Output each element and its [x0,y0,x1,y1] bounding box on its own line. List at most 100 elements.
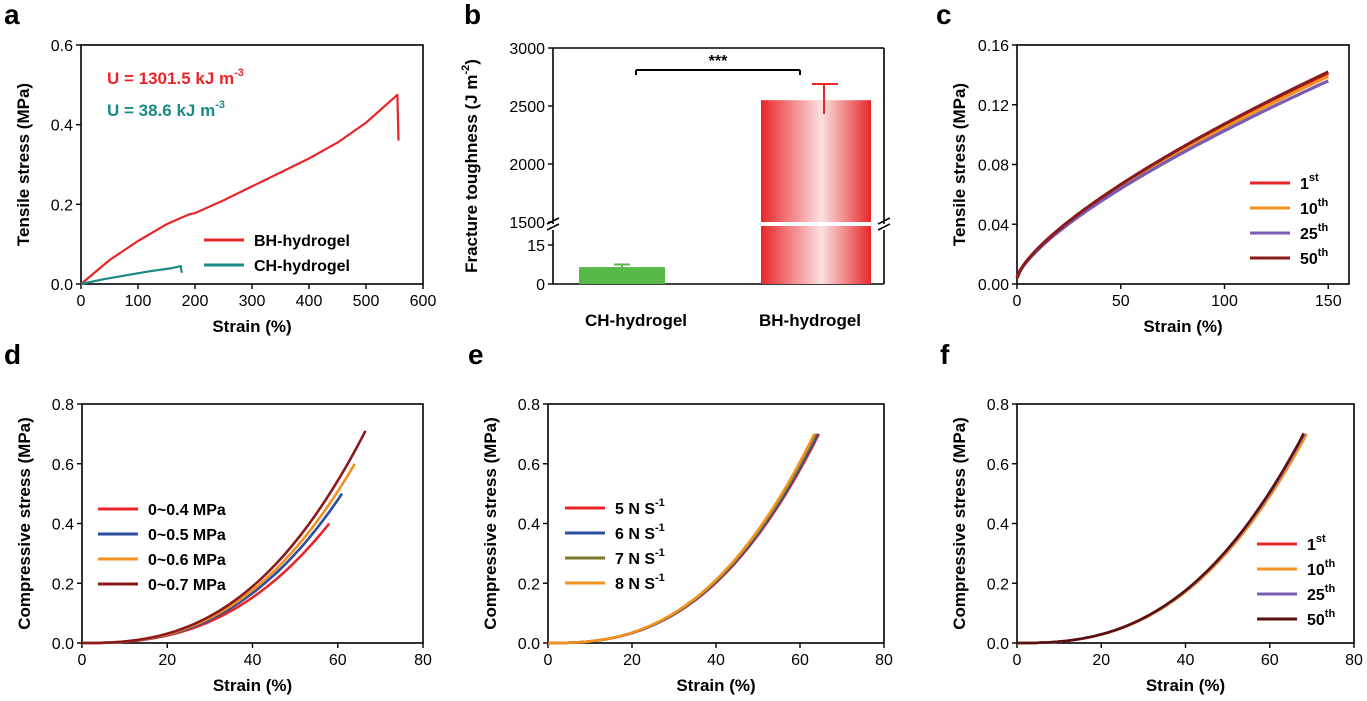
panel-d-legend-label: 0~0.4 MPa [148,502,226,519]
panel-e-x-tick-label: 80 [875,652,893,669]
panel-e-x-tick-label: 20 [623,652,641,669]
panel-a-legend-label: BH-hydrogel [254,233,350,250]
panel-f-series-line [1017,432,1305,645]
panel-b-axis-break-mark [877,217,891,225]
panel-e-legend-label: 8 N S-1 [615,572,665,593]
panel-e-series-line [548,433,821,645]
panel-f-x-tick-label: 60 [1261,652,1279,669]
panel-e-y-tick-label: 0.0 [518,636,540,653]
panel-a-y-tick-label: 0.6 [51,38,73,55]
panel-f-series-line [1017,433,1307,645]
panel-d-x-tick-label: 0 [78,652,87,669]
panel-c-series-line [1015,74,1329,279]
panel-c-y-tick-label: 0.04 [978,217,1009,234]
panel-b-significance-stars: *** [709,53,728,70]
panel-f-y-tick-label: 0.0 [987,636,1009,653]
panel-e-legend-label: 6 N S-1 [615,522,665,543]
panel-f-y-tick-label: 0.4 [987,517,1009,534]
panel-e-x-tick-label: 0 [544,652,553,669]
panel-a-y-tick-label: 0.0 [51,277,73,294]
panel-a-legend-label: CH-hydrogel [254,258,350,275]
panel-c-x-tick-label: 0 [1013,293,1022,310]
panel-d-x-tick-label: 60 [329,652,347,669]
panel-f-y-tick-label: 0.6 [987,457,1009,474]
panel-f-y-tick-label: 0.8 [987,397,1009,414]
panel-label-b: b [464,0,481,30]
panel-b-y-tick-label: 2500 [509,99,545,116]
panel-f-x-tick-label: 20 [1092,652,1110,669]
panel-a-x-axis-title: Strain (%) [212,317,291,336]
panel-f-legend-label: 10th [1307,558,1335,579]
panel-c-y-tick-label: 0.00 [978,277,1009,294]
panel-c-legend-label: 50th [1300,247,1328,268]
panel-c-x-tick-label: 100 [1211,293,1238,310]
panel-c-y-tick-label: 0.08 [978,158,1009,175]
panel-b-y-tick-label: 1500 [509,215,545,232]
panel-b-y-tick-label: 3000 [509,41,545,58]
panel-a-x-tick-label: 300 [239,293,266,310]
panel-d-y-tick-label: 0.4 [52,517,74,534]
panel-b-y-tick-label: 15 [527,238,545,255]
panel-label-d: d [4,339,21,370]
panel-a-x-tick-label: 0 [77,293,86,310]
panel-c-plot-frame [1016,44,1350,285]
panel-e-x-tick-label: 60 [791,652,809,669]
panel-d-legend-label: 0~0.6 MPa [148,552,226,569]
panel-a-x-tick-label: 400 [296,293,323,310]
panel-f-x-tick-label: 80 [1345,652,1363,669]
panel-f-x-axis-title: Strain (%) [1146,676,1225,695]
panel-a-x-tick-label: 600 [410,293,437,310]
panel-c-x-tick-label: 50 [1112,293,1130,310]
panel-a-y-tick-label: 0.2 [51,197,73,214]
panel-d-legend-label: 0~0.7 MPa [148,577,226,594]
panel-d-y-tick-label: 0.0 [52,636,74,653]
panel-e-legend-label: 5 N S-1 [615,497,665,518]
panel-d-series-line [82,430,367,645]
panel-a-annotation: U = 38.6 kJ m-3 [107,99,225,120]
panel-c-x-axis-title: Strain (%) [1143,317,1222,336]
panel-a-y-axis-title: Tensile stress (MPa) [14,83,33,246]
panel-b-bar-bh-hydrogel [761,100,871,284]
panel-f-legend-label: 25th [1307,583,1335,604]
panel-d-x-tick-label: 40 [244,652,262,669]
panel-e-y-tick-label: 0.8 [518,397,540,414]
panel-c-y-tick-label: 0.16 [978,38,1009,55]
panel-c-y-tick-label: 0.12 [978,98,1009,115]
panel-f-series-line [1017,433,1306,645]
panel-a-y-tick-label: 0.4 [51,118,73,135]
panel-b-axis-break-mark [546,217,560,225]
panel-d-y-tick-label: 0.6 [52,457,74,474]
panel-a-x-tick-label: 100 [125,293,152,310]
panel-a-series-line [80,265,183,286]
panel-b-bar-ch-hydrogel [579,267,665,284]
panel-d-legend-label: 0~0.5 MPa [148,527,226,544]
panel-a-series-line [80,93,400,285]
panel-e-series-line [548,433,816,645]
panel-c-legend-label: 1st [1300,172,1319,193]
panel-b-bar-break-gap [760,222,872,226]
panel-e-y-axis-title: Compressive stress (MPa) [481,417,500,630]
panel-e-y-tick-label: 0.6 [518,457,540,474]
panel-c-series-line [1015,79,1329,279]
panel-f-y-tick-label: 0.2 [987,576,1009,593]
panel-e-series-line [548,433,818,645]
panel-e-x-tick-label: 40 [707,652,725,669]
panel-e-x-axis-title: Strain (%) [676,676,755,695]
panel-d-plot-frame [81,403,424,644]
panel-f-y-axis-title: Compressive stress (MPa) [950,417,969,630]
panel-f-x-tick-label: 0 [1013,652,1022,669]
panel-e-plot-frame [547,403,885,644]
panel-c-y-axis-title: Tensile stress (MPa) [950,83,969,246]
panel-label-a: a [4,0,20,30]
panel-a-x-tick-label: 500 [353,293,380,310]
panel-label-c: c [936,0,952,30]
panel-c-series-line [1015,70,1329,279]
panel-c-legend-label: 10th [1300,197,1328,218]
panel-f-legend-label: 1st [1307,533,1326,554]
panel-label-e: e [468,339,484,370]
panel-a-annotation: U = 1301.5 kJ m-3 [107,67,244,88]
panel-d-y-tick-label: 0.8 [52,397,74,414]
panel-e-series-line [548,433,819,645]
panel-c-x-tick-label: 150 [1315,293,1342,310]
